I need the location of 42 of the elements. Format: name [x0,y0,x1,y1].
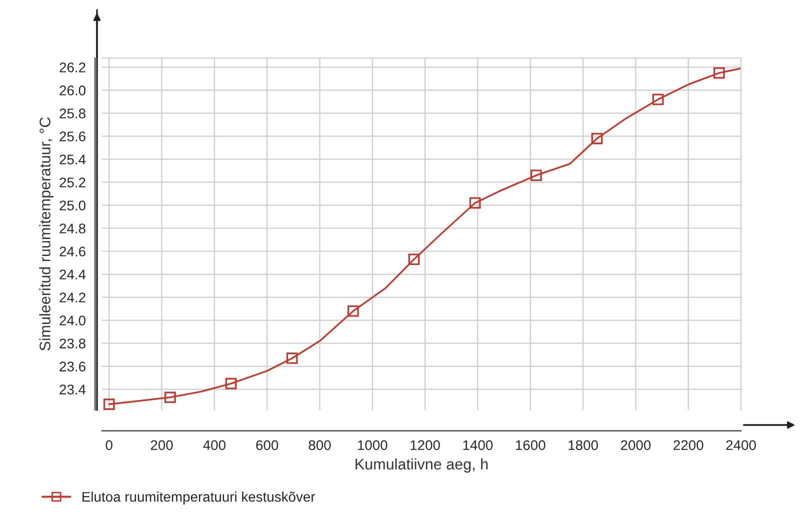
point [591,132,603,144]
y-tick-label: 25.8 [60,108,86,118]
x-tick-label: 1600 [516,440,546,450]
point [286,352,298,364]
point [347,305,359,317]
x-tick-label: 400 [203,440,226,450]
y-tick-label: 25.2 [60,178,86,188]
point [530,170,542,182]
x-tick-label: 1000 [358,440,388,450]
y-tick-label: 23.4 [60,384,86,394]
y-tick-label: 25.6 [60,132,86,142]
point [103,398,115,410]
x-tick-label: 800 [308,440,331,450]
point [225,378,237,390]
point [469,197,481,209]
x-tick-label: 1400 [463,440,493,450]
x-tick-label: 1800 [568,440,598,450]
y-tick-label: 26.0 [60,86,86,96]
y-tick-label: 26.2 [60,62,86,72]
y-tick-label: 23.8 [60,338,86,348]
y-tick-label: 23.6 [60,362,86,372]
point [713,67,725,79]
x-tick-label: 600 [256,440,278,450]
y-tick-label: 25.4 [60,154,86,164]
point [164,392,176,404]
x-tick-label: 2200 [674,440,704,450]
y-tick-label: 25.0 [60,200,86,210]
x-axis-title: Kumulatiivne aeg, h [356,458,488,473]
point [408,254,420,266]
y-tick-label: 24.2 [60,292,86,302]
x-tick-label: 2400 [726,440,756,450]
legend-label: Elutoa ruumitemperatuuri kestuskõver [82,492,316,504]
y-tick-label: 24.4 [60,270,86,280]
x-tick-label: 0 [106,440,112,450]
x-tick-label: 1200 [410,440,440,450]
y-tick-label: 24.6 [60,246,86,256]
y-axis-title: Simuleeritud ruumitemperatuur, °C [39,117,54,351]
point [652,94,664,106]
y-tick-label: 24.8 [60,224,86,234]
x-tick-label: 2000 [620,440,651,450]
y-tick-label: 24.0 [60,316,86,326]
x-tick-label: 200 [150,440,173,450]
